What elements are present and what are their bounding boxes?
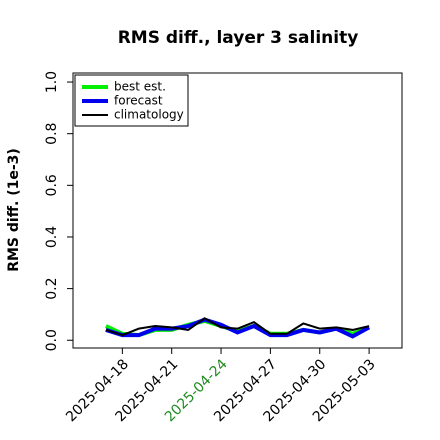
y-axis-label: RMS diff. (1e-3) [6,148,22,272]
chart-title: RMS diff., layer 3 salinity [118,28,359,48]
legend-label: forecast [114,94,163,108]
legend-label: best est. [114,80,166,94]
y-tick-label: 0.2 [44,277,60,299]
y-tick-label: 0.0 [44,329,60,351]
series-line [105,317,371,339]
series-line [105,317,370,337]
y-tick-label: 0.6 [44,174,60,196]
legend-label: climatology [114,108,184,122]
y-tick-label: 0.4 [44,226,60,248]
plot-frame [72,72,403,349]
y-tick-label: 1.0 [44,71,60,93]
y-tick-label: 0.8 [44,123,60,145]
